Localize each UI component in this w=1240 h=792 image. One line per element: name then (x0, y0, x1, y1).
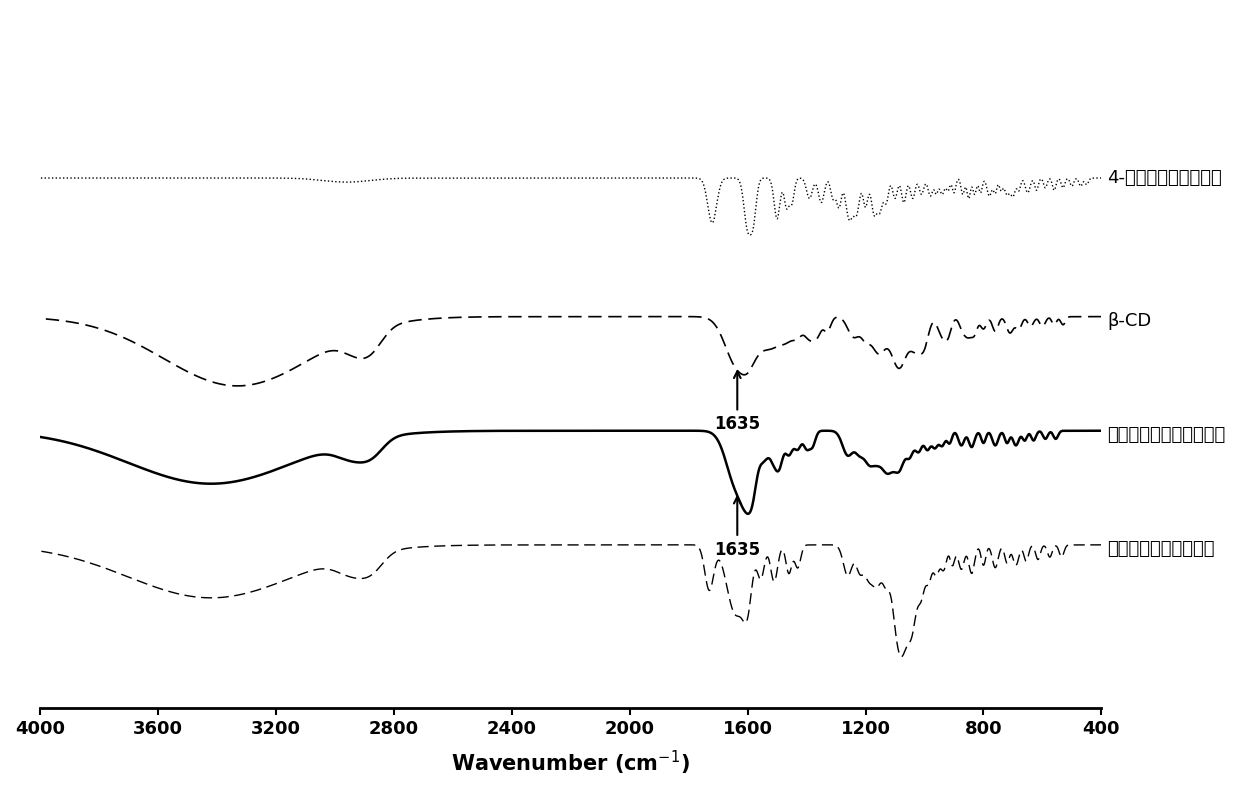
Text: β-CD: β-CD (1107, 312, 1152, 329)
Text: 4-甲基丙烯酰氧偶氮苯: 4-甲基丙烯酰氧偶氮苯 (1107, 169, 1223, 187)
Text: 未去模板分子印迹聚合物: 未去模板分子印迹聚合物 (1107, 426, 1225, 444)
Text: 去模板分子印迹聚合物: 去模板分子印迹聚合物 (1107, 540, 1215, 558)
Text: 1635: 1635 (714, 497, 760, 558)
X-axis label: Wavenumber (cm$^{-1}$): Wavenumber (cm$^{-1}$) (451, 748, 691, 777)
Text: 1635: 1635 (714, 371, 760, 433)
